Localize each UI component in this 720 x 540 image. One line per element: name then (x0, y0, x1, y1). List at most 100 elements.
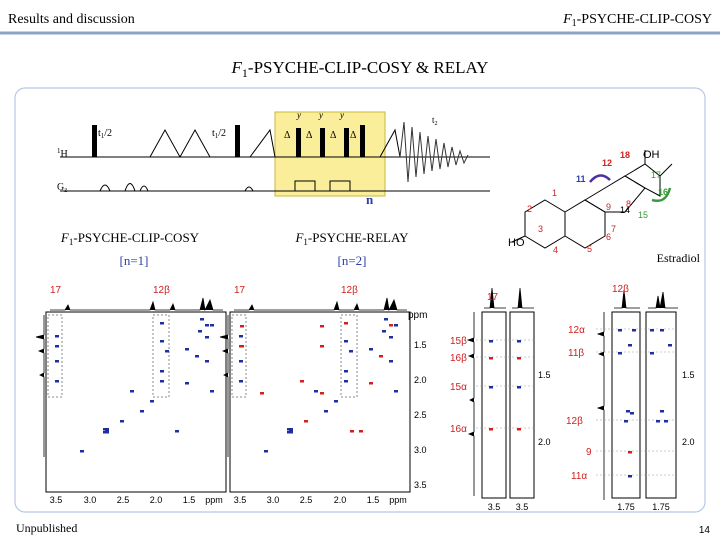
assignment: 16β (450, 353, 467, 364)
cross-peak (660, 329, 664, 332)
cross-peak (320, 325, 324, 328)
cross-peak (264, 450, 268, 453)
cross-peak (489, 340, 493, 343)
cross-peak (160, 322, 164, 325)
delay-label: t1/2 (98, 128, 112, 140)
cross-peak (55, 345, 59, 348)
cross-peak (517, 340, 521, 343)
cross-peak (239, 380, 243, 383)
x-tick-label: 2.0 (334, 495, 347, 505)
y-tick-label: 1.5 (414, 340, 427, 350)
y-unit: ppm (408, 310, 427, 321)
atom-label: 2 (527, 204, 532, 214)
atom-label: 6 (606, 232, 611, 242)
cross-peak (200, 318, 204, 321)
peak-label: 17 (234, 285, 246, 296)
assignment: 15α (450, 382, 467, 393)
x-tick-label: 2.0 (150, 495, 163, 505)
y-tick-label: 2.5 (414, 410, 427, 420)
cross-peak (120, 420, 124, 423)
cross-peak (344, 370, 348, 373)
atom-label: 18 (620, 150, 630, 160)
cross-peak (195, 355, 199, 358)
cross-peak (55, 335, 59, 338)
cross-peak (489, 386, 493, 389)
cross-peak (624, 420, 628, 423)
cross-peak (382, 330, 386, 333)
cross-peak (205, 336, 209, 339)
peak-label: 17 (487, 292, 499, 303)
slide-title: F1-PSYCHE-CLIP-COSY & RELAY (231, 58, 489, 80)
cross-peak (240, 325, 244, 328)
panel-title: F1-PSYCHE-CLIP-COSY (60, 230, 200, 247)
cross-peak (130, 390, 134, 393)
x-tick-label: 3.0 (84, 495, 97, 505)
cross-peak (344, 380, 348, 383)
delta-label: Δ (306, 130, 313, 141)
cross-peak (320, 392, 324, 395)
assignment: 12α (568, 325, 585, 336)
cross-peak (489, 428, 493, 431)
cross-peak (324, 410, 328, 413)
atom-label: 17 (651, 170, 661, 180)
y-tick-label: 1.5 (538, 370, 551, 380)
y-tick-label: 3.0 (414, 445, 427, 455)
peak-label: 12β (612, 284, 629, 295)
cross-peak (628, 451, 632, 454)
atom-label: 12 (602, 158, 612, 168)
atom-label: 4 (553, 245, 558, 255)
atom-label: 11 (576, 174, 586, 184)
topic: F1-PSYCHE-CLIP-COSY (562, 12, 712, 29)
cross-peak (334, 400, 338, 403)
cross-peak (300, 380, 304, 383)
cross-peak (389, 360, 393, 363)
cross-peak (175, 430, 179, 433)
cross-peaks (55, 318, 672, 478)
footer-note: Unpublished (16, 521, 77, 535)
cross-peak (304, 420, 308, 423)
x-tick-label: 1.75 (617, 502, 635, 512)
x-tick-label: 2.5 (300, 495, 313, 505)
spectrum-frame (509, 311, 535, 499)
molecule-name: Estradiol (657, 251, 701, 265)
panel-condition: [n=2] (338, 253, 367, 268)
cross-peak (80, 450, 84, 453)
cross-peak (668, 344, 672, 347)
cross-peak (287, 428, 293, 431)
cross-peak (260, 392, 264, 395)
cross-peak (140, 410, 144, 413)
delta-label: Δ (350, 130, 357, 141)
group-label: OH (643, 149, 660, 161)
x-tick-label: 3.5 (234, 495, 247, 505)
cross-peak (150, 400, 154, 403)
delta-label: Δ (284, 130, 291, 141)
cross-peak (314, 390, 318, 393)
assignment: 11α (571, 471, 587, 482)
phase-label: y (296, 110, 301, 120)
spectrum-frame (45, 311, 227, 493)
cross-peak (660, 410, 664, 413)
cross-peak (239, 360, 243, 363)
x-tick-label: 3.5 (50, 495, 63, 505)
cross-peak (379, 355, 383, 358)
cross-peak (628, 344, 632, 347)
cross-peak (55, 360, 59, 363)
cross-peak (359, 430, 363, 433)
x-unit: ppm (205, 495, 223, 505)
cross-peak (489, 357, 493, 360)
cross-peak (160, 340, 164, 343)
delta-label: Δ (330, 130, 337, 141)
cross-peak (205, 324, 209, 327)
cross-peak (369, 382, 373, 385)
page-number: 14 (699, 525, 711, 536)
x-tick-label: 2.5 (117, 495, 130, 505)
cross-peak (198, 330, 202, 333)
atom-label: 9 (606, 202, 611, 212)
atom-label: 7 (611, 224, 616, 234)
atom-label: 1 (552, 188, 557, 198)
y-tick-label: 2.0 (414, 375, 427, 385)
cross-peak (394, 324, 398, 327)
atom-label: 5 (587, 244, 592, 254)
cross-peak (103, 428, 109, 431)
